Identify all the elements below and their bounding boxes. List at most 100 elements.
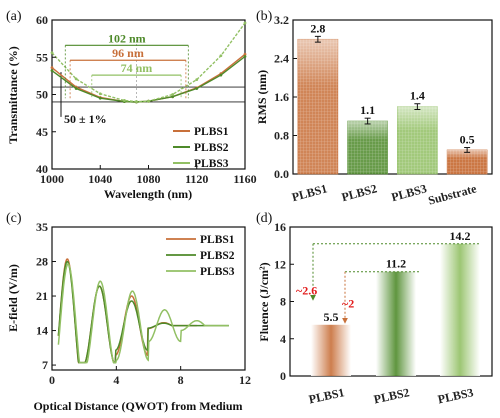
xtick-label-plbs3: PLBS3 [390,181,428,204]
panel-a-legend: PLBS1 PLBS2 PLBS3 [173,126,229,170]
ytick-label: 2.4 [274,52,289,66]
bar-shade-plbs3 [397,106,438,174]
ratio-label-plbs3: ~2.6 [296,283,317,297]
value-label-0: 2.8 [310,21,325,35]
point-plbs2 [219,73,223,77]
value-label-3: 0.5 [460,133,475,147]
legend-label-plbs2: PLBS2 [200,250,235,262]
bar-shade-plbs2 [347,121,388,174]
bar-shade-substrate [447,149,488,174]
xtick-label: 4 [113,373,119,387]
panel-b-yticks: 0.0 0.8 1.6 2.4 3.2 [274,13,297,181]
point-plbs3 [171,93,175,96]
point-plbs3 [74,77,78,81]
ytick-label: 50 [36,88,48,102]
panel-c-curves [57,258,229,364]
point-plbs3 [243,21,247,25]
xtick-label: 1160 [233,172,256,186]
legend-label-plbs1: PLBS1 [194,126,229,138]
point-plbs2 [50,69,54,73]
ytick-label: 7 [42,358,48,372]
value-label-2: 14.2 [450,229,471,243]
panel-d-bars: 5.5 11.2 14.2 ~2.6 ~2 [296,229,480,376]
point-plbs2 [243,55,247,58]
panel-a-label: (a) [6,9,22,24]
point-plbs2 [195,87,199,90]
xtick-label-plbs3: PLBS3 [436,385,474,406]
xtick-label: 0 [49,373,55,387]
panel-d-xticks: PLBS1 PLBS2 PLBS3 [307,385,474,406]
point-plbs3 [122,99,126,102]
panel-d-yticks: 0 4 8 12 16 [274,220,294,383]
xtick-label: 12 [239,373,251,387]
panel-c-ylabel: E-field (V/m) [6,264,20,332]
ytick-label: 0.0 [274,167,289,181]
ytick-label: 8 [280,295,286,309]
ytick-label: 12 [274,257,286,271]
ytick-label: 55 [36,50,48,64]
panel-b-bars: 2.8 1.1 1.4 0.5 [297,21,488,175]
xtick-label-plbs2: PLBS2 [372,385,410,406]
width-label-2: 74 nm [121,61,153,75]
ytick-label: 0 [280,369,286,383]
legend-label-plbs3: PLBS3 [194,158,229,170]
value-label-1: 1.1 [360,103,375,117]
legend-label-plbs2: PLBS2 [194,142,229,154]
curve-plbs2 [51,55,246,103]
point-plbs3 [219,54,223,58]
point-plbs2 [171,95,175,99]
point-plbs2 [74,87,78,90]
ytick-label: 14 [36,324,48,338]
ratio-label-plbs2: ~2 [342,296,354,310]
panel-a-xlabel: Wavelength (nm) [104,187,192,201]
point-plbs3 [195,78,199,81]
panel-a-ylabel: Transmittance (%) [6,46,20,143]
panel-d-ylabel: Fluence (J/cm²) [257,262,271,341]
panel-c: (c) 7 14 21 28 35 0 4 8 12 Optical Distance (QW… [6,211,251,413]
point-plbs3 [147,99,150,103]
ytick-label: 0.8 [274,129,289,143]
value-label-1: 11.2 [386,257,406,271]
panel-a-curves [50,21,247,104]
ytick-label: 40 [36,162,48,176]
legend-label-plbs1: PLBS1 [200,234,235,246]
efield-plbs3 [57,263,229,364]
panel-d: (d) 5.5 11.2 14.2 ~2.6 ~2 0 4 8 12 16 PLBS1 PLBS2… [256,211,493,406]
panel-c-frame [51,226,246,371]
point-plbs2 [98,96,102,100]
xtick-label-plbs1: PLBS1 [290,181,328,204]
bar-shade-plbs1 [297,39,338,174]
panel-c-label: (c) [6,211,22,226]
curve-plbs3 [51,22,246,103]
point-plbs3 [50,51,54,55]
point-plbs1 [243,52,247,56]
xtick-label: 1040 [88,172,112,186]
panel-c-xticks: 0 4 8 12 [49,366,251,387]
bar-plbs3 [440,243,480,376]
point-plbs3 [98,92,102,96]
value-label-2: 1.4 [410,89,425,103]
xtick-label: 8 [178,373,184,387]
width-label-1: 96 nm [112,46,144,60]
width-label-0: 102 nm [108,31,146,45]
panel-b-label: (b) [256,9,273,24]
value-label-0: 5.5 [324,310,339,324]
xtick-label: 1120 [185,172,208,186]
bar-plbs2 [376,271,416,376]
panel-a-band-label: 50 ± 1% [64,112,107,126]
ytick-label: 45 [36,125,48,139]
panel-a-xticks: 1000 1040 1080 1120 1160 [40,165,257,186]
bar-plbs1 [311,324,351,376]
point-plbs1 [50,66,54,70]
panel-c-legend: PLBS1 PLBS2 PLBS3 [166,234,235,278]
panel-b-ylabel: RMS (nm) [255,70,269,124]
panel-c-yticks: 7 14 21 28 35 [36,220,56,372]
ytick-label: 35 [36,220,48,234]
xtick-label: 1000 [40,172,64,186]
xtick-label-plbs1: PLBS1 [307,385,345,406]
xtick-label: 1080 [137,172,161,186]
